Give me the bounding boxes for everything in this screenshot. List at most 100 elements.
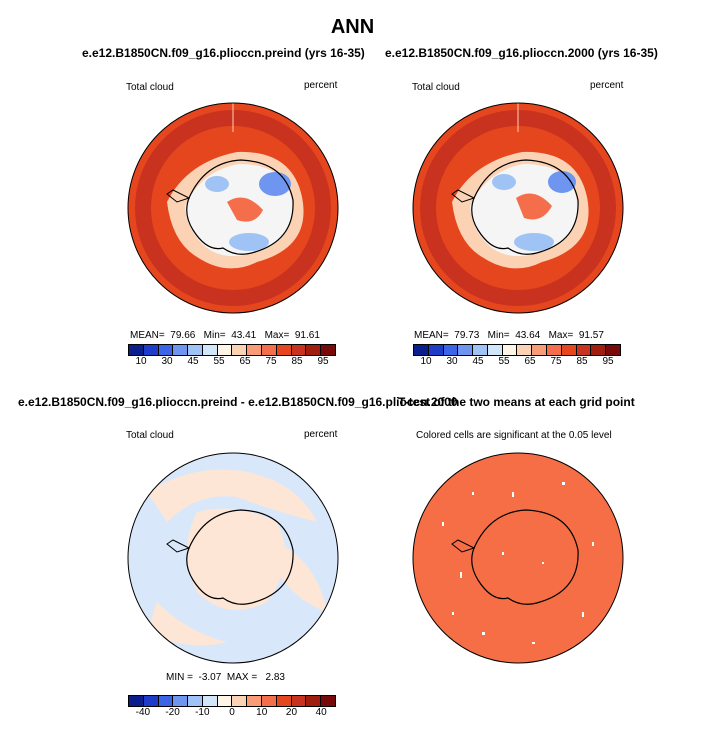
polar-map-difference xyxy=(127,452,339,664)
colorbar-swatch xyxy=(443,345,459,355)
units-label-top-right: percent xyxy=(590,80,624,91)
polar-map-2000 xyxy=(412,102,624,314)
map-border xyxy=(412,102,624,314)
colorbar-tick-label: 40 xyxy=(315,707,327,718)
colorbar-tick-label: 10 xyxy=(420,356,432,367)
positive-diff-south xyxy=(147,602,227,646)
colorbar-tick-label: -10 xyxy=(195,707,210,718)
colorbar-swatches xyxy=(128,344,336,356)
colorbar-swatch xyxy=(517,345,533,355)
central-high-cloud xyxy=(516,193,552,220)
colorbar-swatch xyxy=(129,345,144,355)
colorbar-swatch xyxy=(247,345,263,355)
ttest-title: T-test of the two means at each grid poi… xyxy=(398,395,635,409)
colorbar-tick-label: 10 xyxy=(135,356,147,367)
low-cloud-south xyxy=(229,233,269,251)
colorbar-swatch xyxy=(232,696,248,706)
colorbar-swatch xyxy=(158,345,174,355)
colorbar-top-left: 10 30 45 55 65 75 85 95 xyxy=(128,344,336,367)
low-cloud-east xyxy=(259,172,291,196)
colorbar-swatch xyxy=(129,696,144,706)
stats-top-left: MEAN= 79.66 Min= 43.41 Max= 91.61 xyxy=(130,330,320,341)
units-label-top-left: percent xyxy=(304,80,338,91)
colorbar-tick-label: -40 xyxy=(135,707,151,718)
colorbar-tick-label: 45 xyxy=(472,356,484,367)
colorbar-swatch xyxy=(188,696,203,706)
colorbar-swatch xyxy=(262,345,277,355)
colorbar-top-right: 10 30 45 55 65 75 85 95 xyxy=(413,344,621,367)
stats-bottom-left: MIN = -3.07 MAX = 2.83 xyxy=(166,672,285,683)
ttest-note: Colored cells are significant at the 0.0… xyxy=(416,430,612,441)
colorbar-swatch xyxy=(473,345,488,355)
colorbar-tick-label: 20 xyxy=(285,707,298,718)
colorbar-swatch xyxy=(414,345,429,355)
antarctic-coastline xyxy=(186,159,294,255)
colorbar-swatches xyxy=(128,695,336,707)
colorbar-tick-label: 30 xyxy=(161,356,173,367)
map-border xyxy=(127,102,339,314)
colorbar-swatch xyxy=(232,345,248,355)
colorbar-swatch xyxy=(547,345,562,355)
insignificant-cells xyxy=(442,482,594,644)
colorbar-swatches xyxy=(413,344,621,356)
colorbar-difference: -40 -20 -10 0 10 20 40 xyxy=(128,695,336,718)
colorbar-swatch xyxy=(262,696,277,706)
colorbar-swatch xyxy=(143,345,159,355)
case-title-preind: e.e12.B1850CN.f09_g16.plioccn.preind (yr… xyxy=(82,46,365,60)
colorbar-swatch xyxy=(276,345,292,355)
colorbar-swatch xyxy=(202,696,218,706)
colorbar-tick-label: 0 xyxy=(229,707,235,718)
colorbar-tick-label: 10 xyxy=(256,707,268,718)
polar-map-preind xyxy=(127,102,339,314)
peninsula-coastline xyxy=(451,189,476,203)
colorbar-swatch xyxy=(487,345,503,355)
colorbar-swatch xyxy=(458,345,474,355)
polar-map-ttest xyxy=(412,452,624,664)
colorbar-tick-label: 55 xyxy=(213,356,225,367)
colorbar-swatch xyxy=(291,696,307,706)
colorbar-swatch xyxy=(321,696,335,706)
low-cloud-east xyxy=(548,171,576,193)
colorbar-swatch xyxy=(576,345,592,355)
colorbar-tick-label: 85 xyxy=(576,356,588,367)
colorbar-swatch xyxy=(276,696,292,706)
colorbar-swatch xyxy=(291,345,307,355)
variable-label-bottom-left: Total cloud xyxy=(126,430,174,441)
colorbar-swatch xyxy=(532,345,548,355)
colorbar-tick-label: 95 xyxy=(602,356,614,367)
colorbar-tick-label: 95 xyxy=(317,356,329,367)
colorbar-swatch xyxy=(143,696,159,706)
colorbar-tick-label: 75 xyxy=(265,356,277,367)
map-border xyxy=(127,452,339,664)
colorbar-swatch xyxy=(188,345,203,355)
colorbar-tick-label: 65 xyxy=(524,356,536,367)
colorbar-swatch xyxy=(247,696,263,706)
colorbar-swatch xyxy=(502,345,518,355)
colorbar-swatch xyxy=(321,345,335,355)
colorbar-swatch xyxy=(158,696,174,706)
low-cloud-south xyxy=(514,233,554,251)
positive-diff-east xyxy=(277,542,327,612)
colorbar-swatch xyxy=(561,345,577,355)
case-title-2000: e.e12.B1850CN.f09_g16.plioccn.2000 (yrs … xyxy=(385,46,658,60)
colorbar-tick-label: 85 xyxy=(291,356,303,367)
positive-diff-interior xyxy=(187,508,285,610)
colorbar-tick-label: 65 xyxy=(239,356,251,367)
colorbar-swatch xyxy=(217,345,233,355)
significant-field xyxy=(413,453,623,663)
colorbar-ticks: 10 30 45 55 65 75 85 95 xyxy=(413,356,621,367)
antarctic-coastline xyxy=(186,509,294,605)
variable-label-top-left: Total cloud xyxy=(126,82,174,93)
colorbar-swatch xyxy=(591,345,607,355)
units-label-bottom-left: percent xyxy=(304,429,338,440)
low-cloud-north xyxy=(205,176,229,192)
positive-diff-north xyxy=(147,469,317,522)
antarctic-coastline xyxy=(471,159,579,255)
colorbar-ticks: 10 30 45 55 65 75 85 95 xyxy=(128,356,336,367)
colorbar-ticks: -40 -20 -10 0 10 20 40 xyxy=(128,707,336,718)
stats-top-right: MEAN= 79.73 Min= 43.64 Max= 91.57 xyxy=(414,330,604,341)
low-cloud-north xyxy=(492,174,516,190)
colorbar-tick-label: 55 xyxy=(498,356,510,367)
map-border xyxy=(412,452,624,664)
colorbar-tick-label: 30 xyxy=(446,356,458,367)
